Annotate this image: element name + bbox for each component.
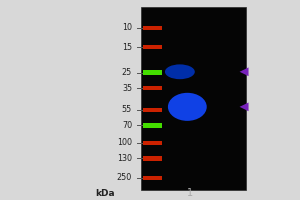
Text: 70: 70 [122, 121, 132, 130]
Bar [141, 7, 246, 190]
Bar [142, 141, 162, 145]
Polygon shape [240, 102, 248, 111]
Bar [142, 26, 162, 30]
Bar [142, 86, 162, 90]
Bar [142, 176, 162, 180]
Polygon shape [240, 67, 248, 76]
Text: 10: 10 [122, 23, 132, 32]
Text: 35: 35 [122, 84, 132, 93]
Ellipse shape [165, 64, 195, 79]
Text: 55: 55 [122, 105, 132, 114]
Ellipse shape [168, 93, 207, 121]
Bar [142, 70, 162, 75]
Text: 100: 100 [117, 138, 132, 147]
Text: 15: 15 [122, 43, 132, 52]
Text: 1: 1 [187, 188, 194, 198]
Text: 25: 25 [122, 68, 132, 77]
Bar [142, 45, 162, 49]
Text: kDa: kDa [95, 189, 115, 198]
Bar [142, 156, 162, 161]
Bar [142, 108, 162, 112]
Text: 250: 250 [117, 173, 132, 182]
Bar [142, 123, 162, 128]
Text: 130: 130 [117, 154, 132, 163]
